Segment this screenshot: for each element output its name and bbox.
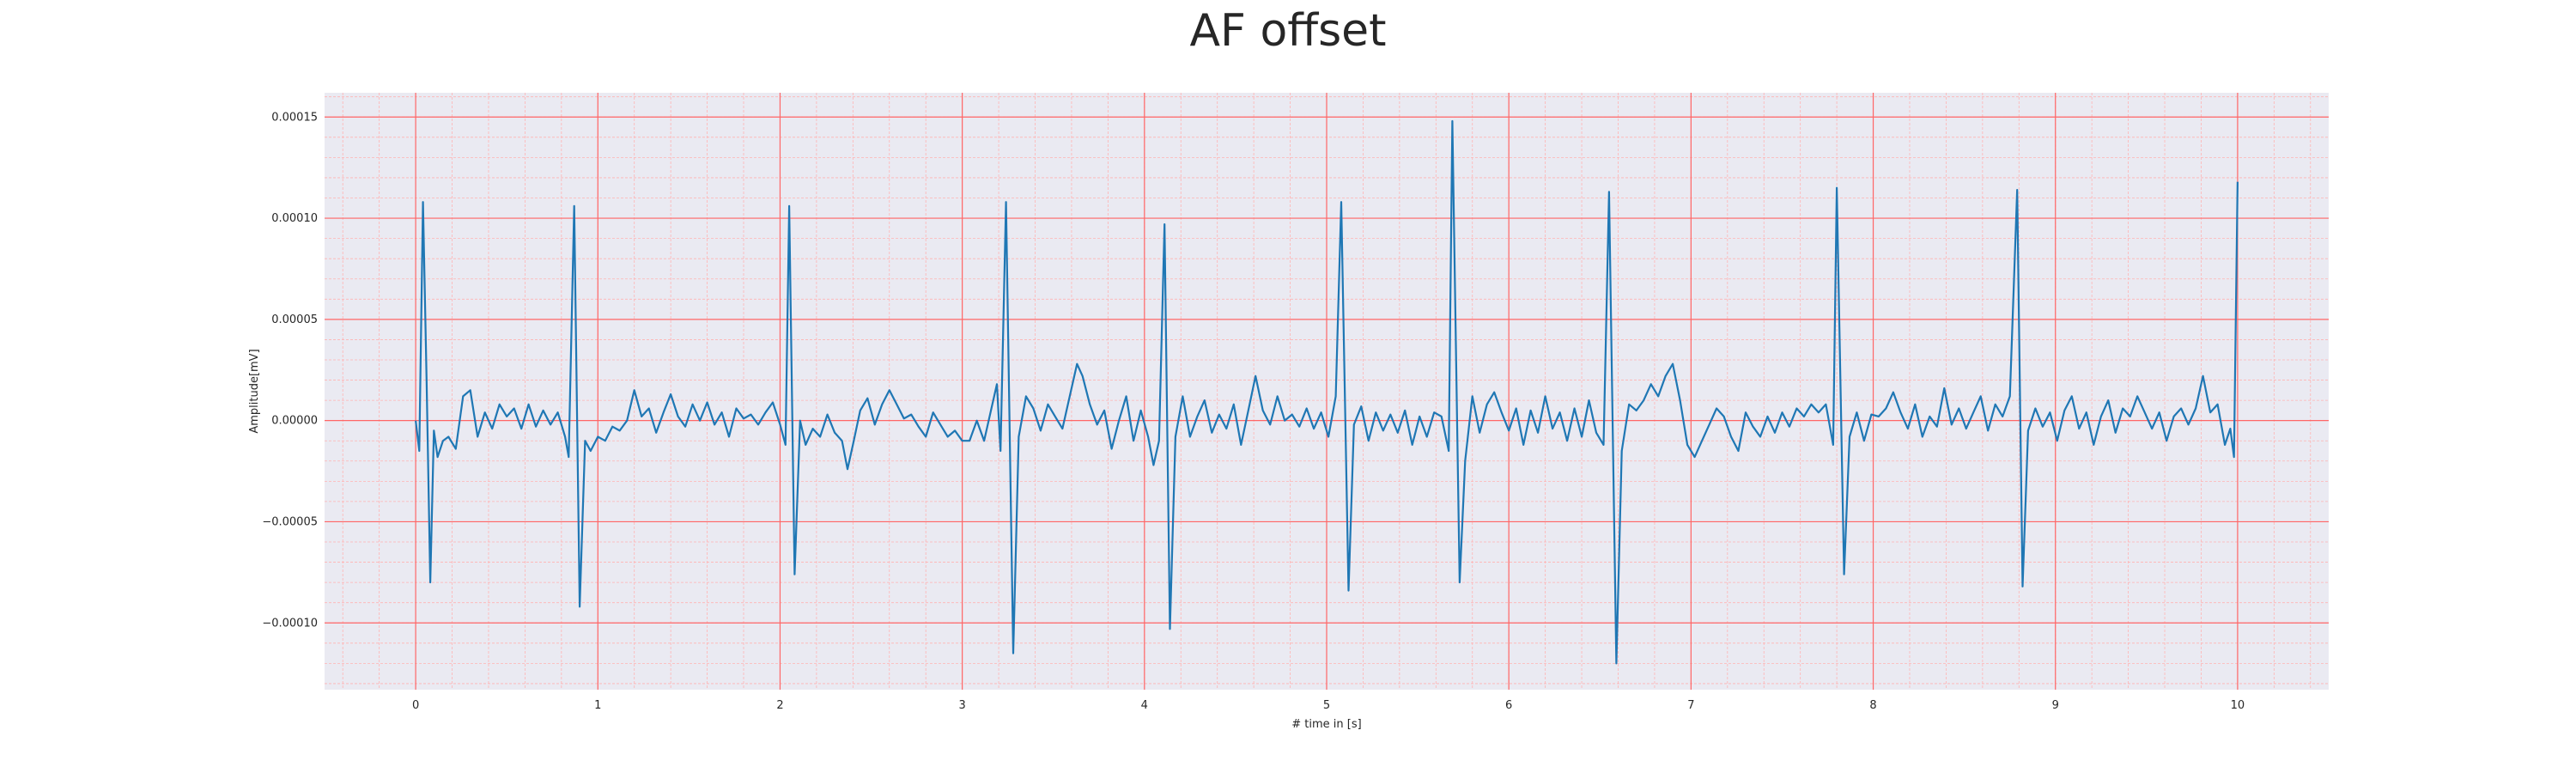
x-tick-label: 9 xyxy=(2052,699,2059,712)
y-tick-label: 0.00000 xyxy=(271,415,318,428)
y-tick-label: −0.00010 xyxy=(262,617,318,630)
x-tick-label: 7 xyxy=(1687,699,1694,712)
x-tick-label: 3 xyxy=(958,699,965,712)
x-tick-label: 6 xyxy=(1505,699,1512,712)
y-tick-label: 0.00010 xyxy=(271,212,318,225)
x-tick-label: 4 xyxy=(1141,699,1148,712)
y-tick-label: −0.00005 xyxy=(262,515,318,528)
y-tick-label: 0.00005 xyxy=(271,313,318,326)
chart-title: AF offset xyxy=(1189,5,1387,57)
y-axis-ticks: −0.00010 −0.00005 0.00000 0.00005 0.00010 0.0… xyxy=(262,111,318,630)
x-axis-ticks: 0 1 2 3 4 5 6 7 8 9 10 xyxy=(412,699,2245,712)
x-tick-label: 1 xyxy=(594,699,601,712)
x-axis-label: # time in [s] xyxy=(1291,718,1361,731)
y-tick-label: 0.00015 xyxy=(271,111,318,124)
x-tick-label: 2 xyxy=(776,699,783,712)
series-layer xyxy=(415,119,2239,665)
x-tick-label: 8 xyxy=(1869,699,1876,712)
x-tick-label: 10 xyxy=(2231,699,2245,712)
y-axis-label: Amplitude[mV] xyxy=(248,349,261,433)
series-line-0 xyxy=(415,119,2239,665)
x-tick-label: 5 xyxy=(1323,699,1330,712)
x-tick-label: 0 xyxy=(412,699,419,712)
major-grid xyxy=(325,93,2329,690)
